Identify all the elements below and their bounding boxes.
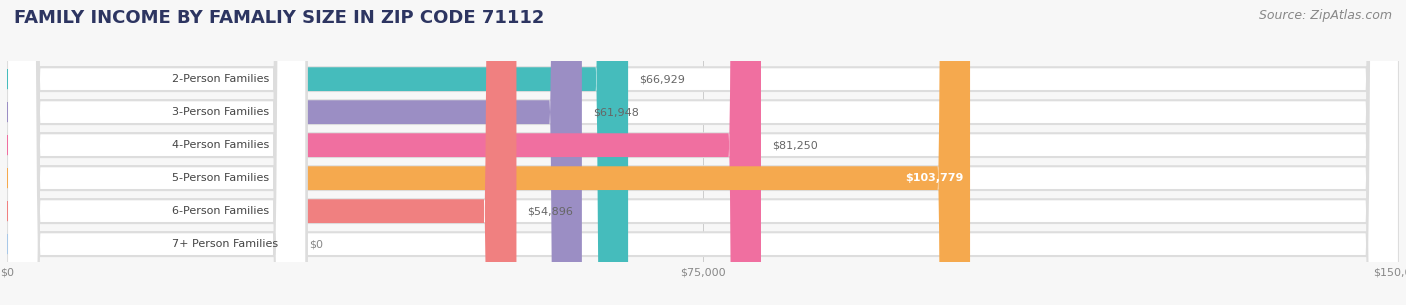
Text: 5-Person Families: 5-Person Families [172,173,269,183]
FancyBboxPatch shape [7,0,516,305]
FancyBboxPatch shape [7,0,1399,305]
FancyBboxPatch shape [7,0,307,305]
Text: 3-Person Families: 3-Person Families [172,107,269,117]
Text: $61,948: $61,948 [593,107,638,117]
FancyBboxPatch shape [7,0,628,305]
Text: 2-Person Families: 2-Person Families [172,74,269,84]
Text: 6-Person Families: 6-Person Families [172,206,269,216]
Text: 7+ Person Families: 7+ Person Families [172,239,278,249]
FancyBboxPatch shape [7,0,1399,305]
Text: $66,929: $66,929 [640,74,685,84]
Text: Source: ZipAtlas.com: Source: ZipAtlas.com [1258,9,1392,22]
FancyBboxPatch shape [7,0,307,305]
FancyBboxPatch shape [7,0,582,305]
FancyBboxPatch shape [7,0,1399,305]
Text: $81,250: $81,250 [772,140,818,150]
FancyBboxPatch shape [7,0,1399,305]
Text: $54,896: $54,896 [527,206,574,216]
FancyBboxPatch shape [7,0,307,305]
Text: 4-Person Families: 4-Person Families [172,140,269,150]
FancyBboxPatch shape [7,0,1399,305]
Text: $103,779: $103,779 [904,173,963,183]
Text: $0: $0 [309,239,323,249]
FancyBboxPatch shape [7,0,970,305]
FancyBboxPatch shape [7,0,761,305]
FancyBboxPatch shape [7,0,307,305]
FancyBboxPatch shape [7,0,307,305]
Text: FAMILY INCOME BY FAMALIY SIZE IN ZIP CODE 71112: FAMILY INCOME BY FAMALIY SIZE IN ZIP COD… [14,9,544,27]
FancyBboxPatch shape [7,0,1399,305]
FancyBboxPatch shape [7,0,307,305]
